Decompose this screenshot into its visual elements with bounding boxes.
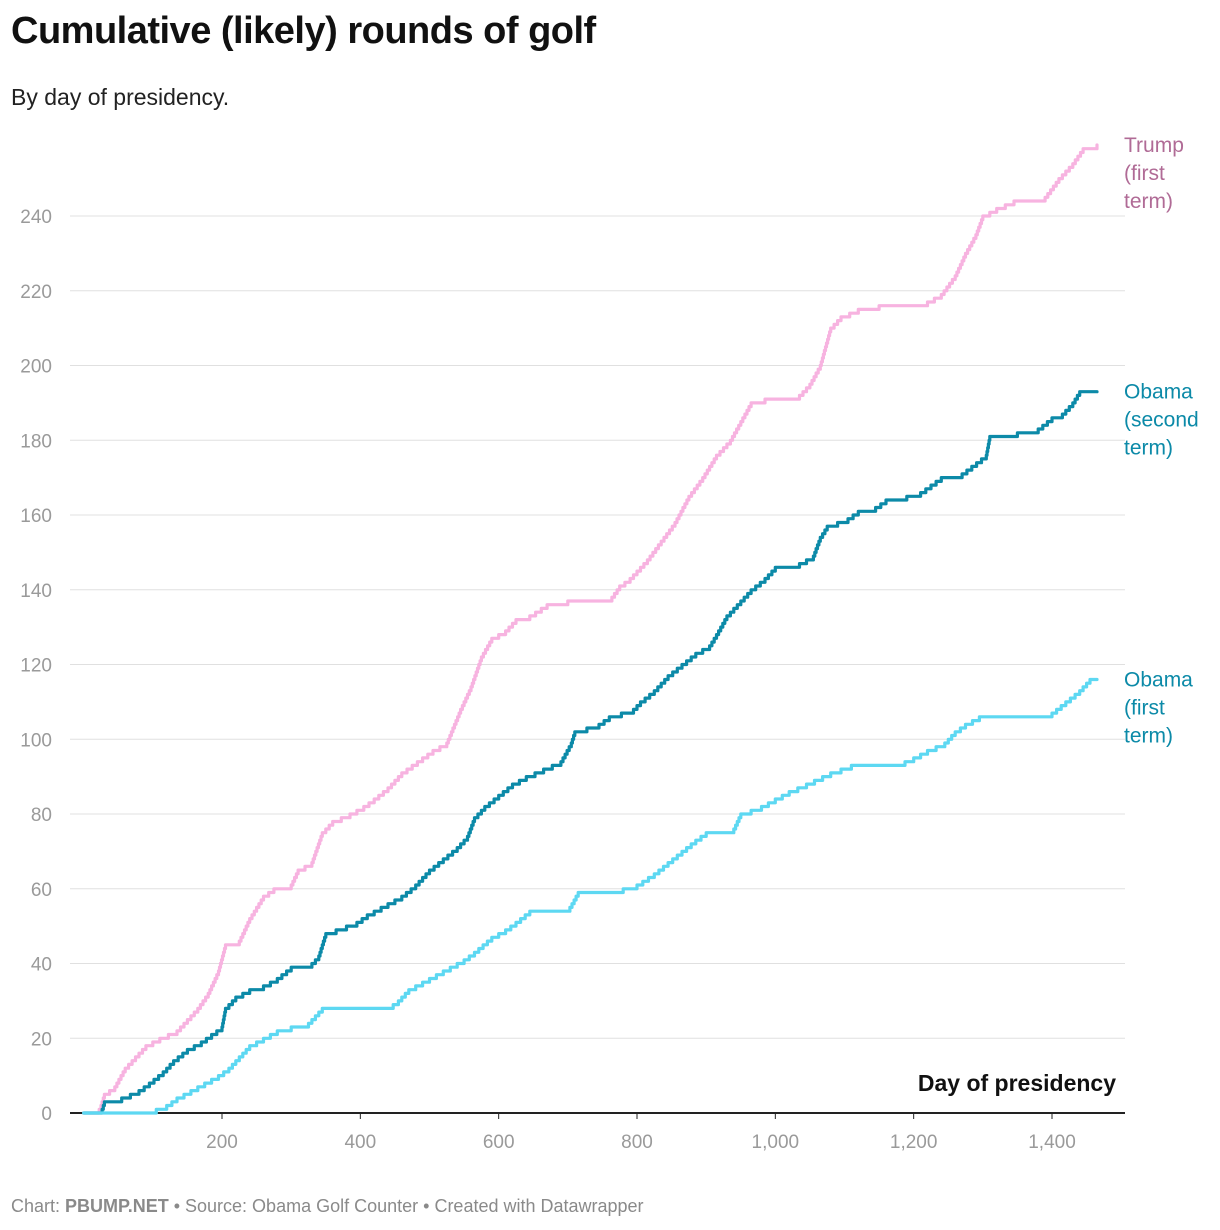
series-line-obama-first-term (82, 677, 1099, 1115)
y-tick-label-160: 160 (20, 506, 52, 527)
series-label-obama-second-term-2: term) (1124, 437, 1173, 460)
x-tick-label-800: 800 (621, 1132, 653, 1153)
y-tick-label-100: 100 (20, 730, 52, 751)
series-label-obama-first-term-1: (first (1124, 696, 1165, 719)
y-tick-label-60: 60 (31, 880, 52, 901)
series-label-obama-first-term-2: term) (1124, 724, 1173, 747)
x-tick-label-1200: 1,200 (890, 1132, 938, 1153)
x-tick-label-600: 600 (483, 1132, 515, 1153)
x-axis-ticks: 200 400 600 800 1,000 1,200 1,400 Day of presid… (206, 1070, 1116, 1153)
y-tick-label-220: 220 (20, 282, 52, 303)
x-axis-title: Day of presidency (918, 1070, 1116, 1096)
series-label-obama-second-term-1: (second (1124, 409, 1199, 432)
series-labels: Trump (first term) Obama (second term) Obama (f… (1124, 134, 1199, 747)
y-tick-label-140: 140 (20, 581, 52, 602)
chart-subtitle: By day of presidency. (11, 84, 230, 110)
x-tick-label-1000: 1,000 (752, 1132, 800, 1153)
series-lines (82, 143, 1099, 1115)
footer-credit: PBUMP.NET (65, 1196, 169, 1216)
y-tick-label-0: 0 (41, 1104, 52, 1125)
y-tick-label-20: 20 (31, 1029, 52, 1050)
x-tick-label-1400: 1,400 (1028, 1132, 1076, 1153)
y-tick-label-120: 120 (20, 656, 52, 677)
series-line-trump-first-term (82, 143, 1099, 1115)
y-tick-label-240: 240 (20, 207, 52, 228)
chart-title: Cumulative (likely) rounds of golf (11, 10, 596, 52)
series-label-trump-first-term-1: (first (1124, 162, 1165, 185)
series-label-obama-second-term-0: Obama (1124, 381, 1193, 404)
series-label-obama-first-term-0: Obama (1124, 668, 1193, 691)
footer-prefix: Chart: (11, 1196, 66, 1216)
y-tick-label-200: 200 (20, 357, 52, 378)
y-tick-label-80: 80 (31, 805, 52, 826)
x-tick-label-400: 400 (344, 1132, 376, 1153)
series-label-trump-first-term-0: Trump (1124, 134, 1184, 157)
x-tick-label-200: 200 (206, 1132, 238, 1153)
y-tick-label-40: 40 (31, 955, 52, 976)
chart-footer: Chart: PBUMP.NET • Source: Obama Golf Co… (11, 1196, 644, 1217)
y-tick-label-180: 180 (20, 431, 52, 452)
series-line-obama-second-term (82, 390, 1099, 1115)
footer-source: • Source: Obama Golf Counter • Created w… (168, 1196, 644, 1216)
y-axis-ticks: 0 20 40 60 80 100 120 140 160 180 200 220 240 (20, 207, 52, 1125)
series-label-trump-first-term-2: term) (1124, 190, 1173, 213)
gridlines (70, 215, 1125, 1114)
